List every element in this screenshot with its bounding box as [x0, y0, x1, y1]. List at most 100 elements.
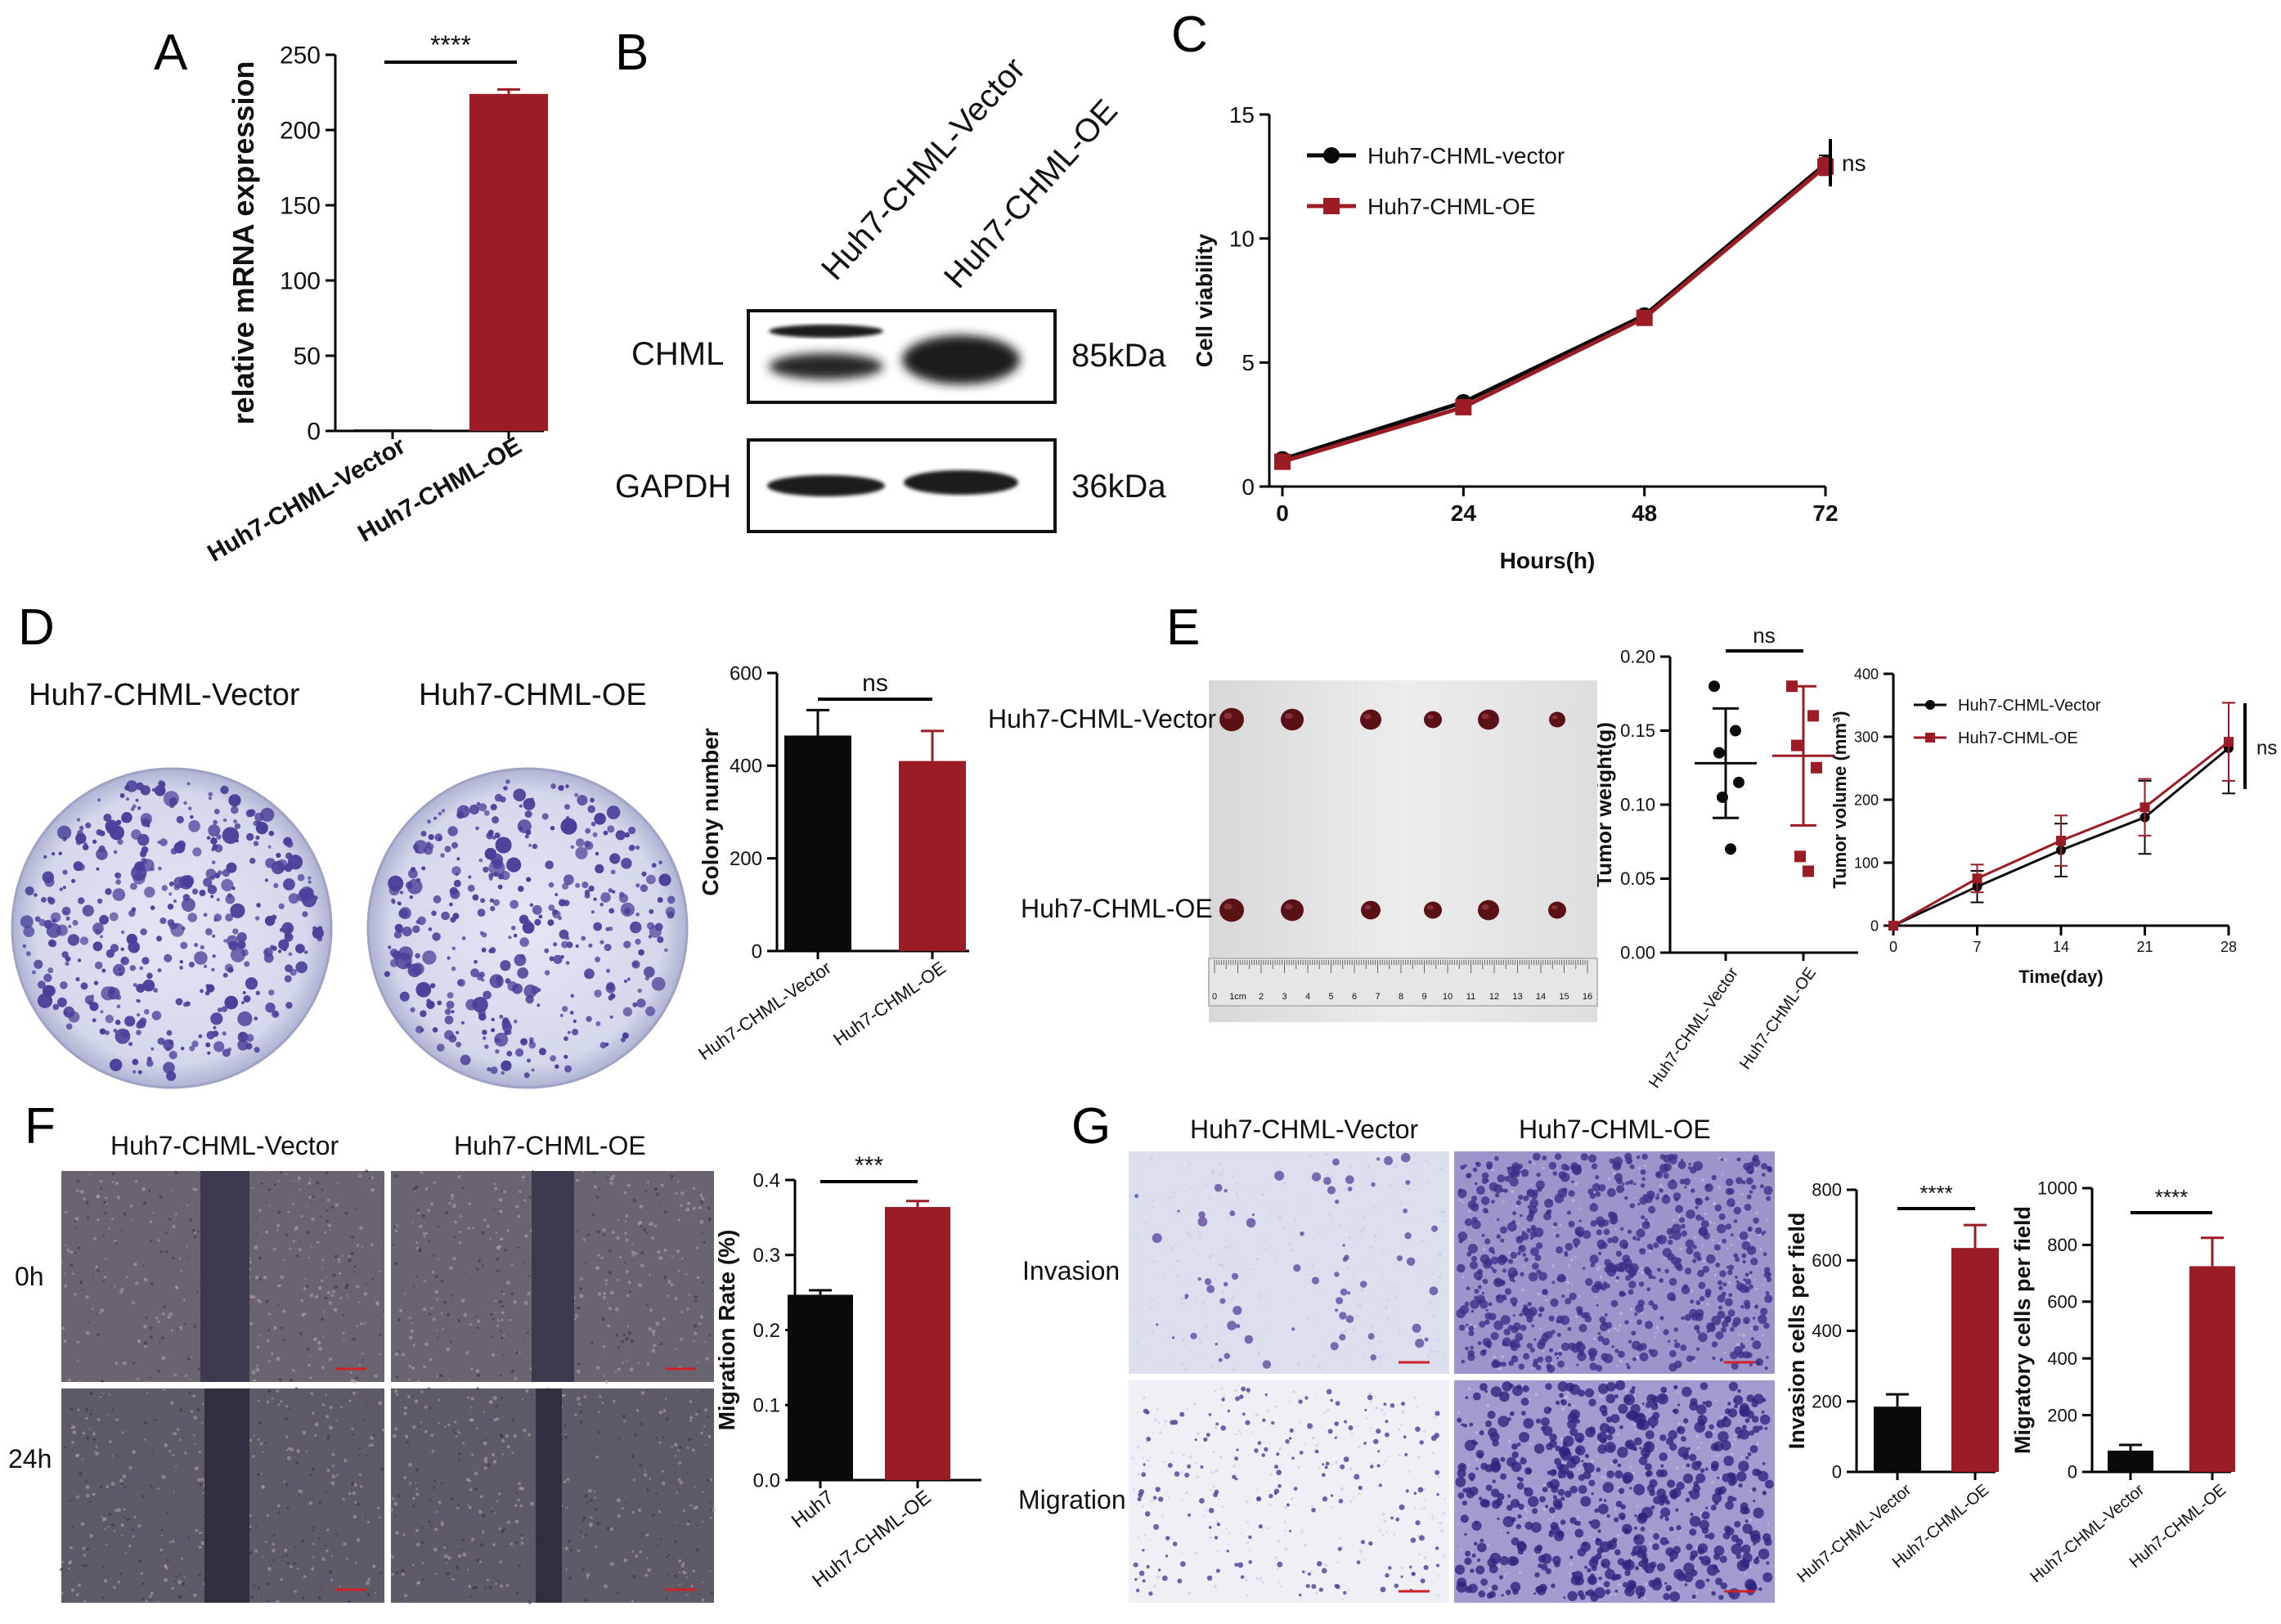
cell — [1597, 1220, 1605, 1228]
cell — [681, 1257, 684, 1260]
blot-band-chml-vector-upper — [769, 325, 883, 338]
colony — [420, 831, 427, 837]
cell — [1615, 1276, 1619, 1280]
cell — [1240, 1532, 1242, 1535]
colony — [501, 1071, 505, 1075]
cell — [671, 1255, 674, 1258]
cell — [353, 1271, 356, 1273]
colony — [667, 895, 676, 904]
cell — [1629, 1492, 1632, 1495]
cell — [471, 1278, 473, 1281]
cell — [1326, 1388, 1332, 1395]
cell — [623, 1420, 626, 1423]
colony — [272, 945, 277, 951]
blot-protein-chml: CHML — [631, 336, 724, 372]
cell — [1515, 1523, 1522, 1530]
cell — [415, 1492, 420, 1496]
colony — [57, 997, 67, 1007]
cell — [1222, 1264, 1225, 1267]
cell — [1264, 1447, 1268, 1452]
cell — [1511, 1537, 1520, 1545]
blot-protein-gapdh: GAPDH — [615, 469, 731, 505]
cell — [1617, 1583, 1621, 1586]
colony — [186, 782, 191, 786]
cell — [1706, 1330, 1710, 1333]
colony — [140, 785, 150, 796]
cell — [1337, 1224, 1341, 1228]
cell — [101, 1516, 104, 1519]
colony — [604, 944, 612, 952]
colony — [220, 785, 229, 795]
cell — [1533, 1338, 1537, 1341]
cell — [105, 1196, 108, 1200]
colony — [537, 1003, 541, 1007]
cell — [1300, 1231, 1304, 1236]
cell — [476, 1267, 479, 1271]
cell — [1385, 1531, 1388, 1534]
cell — [501, 1305, 504, 1308]
cell — [1504, 1288, 1512, 1295]
colony — [624, 980, 627, 983]
tumor-highlight — [1284, 713, 1293, 720]
cell — [697, 1409, 700, 1412]
cell — [1695, 1326, 1699, 1330]
colony — [272, 1010, 280, 1018]
blot-band-gapdh-vector — [767, 475, 885, 496]
cell — [1318, 1364, 1322, 1367]
cell — [1624, 1388, 1628, 1392]
colony — [606, 805, 621, 819]
cell — [149, 1484, 152, 1487]
colony — [244, 961, 250, 967]
cell — [1735, 1280, 1740, 1284]
cell — [352, 1491, 357, 1496]
cell — [1638, 1566, 1641, 1568]
cell — [1529, 1205, 1538, 1214]
cell — [1578, 1474, 1585, 1482]
cell — [1741, 1180, 1746, 1185]
cell — [330, 1294, 335, 1298]
cell — [1168, 1338, 1170, 1340]
cell — [712, 1508, 716, 1512]
cell — [355, 1562, 357, 1564]
cell — [330, 1205, 335, 1209]
cell — [291, 1203, 294, 1206]
cell — [149, 1220, 153, 1223]
cell — [657, 1250, 661, 1254]
cell — [1568, 1190, 1575, 1197]
cell — [1143, 1408, 1148, 1414]
colony — [562, 1006, 568, 1012]
chart-a-y-tick-label: 250 — [280, 43, 321, 70]
cell — [429, 1357, 433, 1362]
cell — [193, 1433, 195, 1437]
colony — [502, 1017, 510, 1025]
cell — [1737, 1201, 1740, 1204]
colony — [564, 874, 574, 886]
cell — [1564, 1251, 1568, 1255]
cell — [1762, 1334, 1765, 1337]
colony — [268, 989, 275, 996]
cell — [500, 1237, 504, 1240]
cell — [1336, 1297, 1344, 1305]
cell — [1504, 1573, 1506, 1576]
cell — [500, 1434, 504, 1438]
cell — [1420, 1279, 1422, 1281]
cell — [675, 1348, 677, 1351]
cell — [632, 1575, 636, 1578]
colony — [242, 991, 246, 994]
cell — [1711, 1174, 1717, 1181]
colony — [166, 1070, 177, 1081]
cell — [1245, 1578, 1248, 1582]
cell — [1615, 1279, 1619, 1283]
cell — [450, 1496, 454, 1501]
cell — [391, 1497, 394, 1500]
cell — [1531, 1324, 1534, 1328]
cell — [699, 1200, 703, 1205]
cell — [1532, 1263, 1539, 1270]
cell — [346, 1557, 348, 1560]
cell — [186, 1204, 188, 1207]
colony — [636, 998, 646, 1008]
cell — [1708, 1588, 1711, 1591]
cell — [309, 1355, 311, 1357]
cell — [469, 1595, 472, 1599]
colony — [469, 804, 480, 815]
